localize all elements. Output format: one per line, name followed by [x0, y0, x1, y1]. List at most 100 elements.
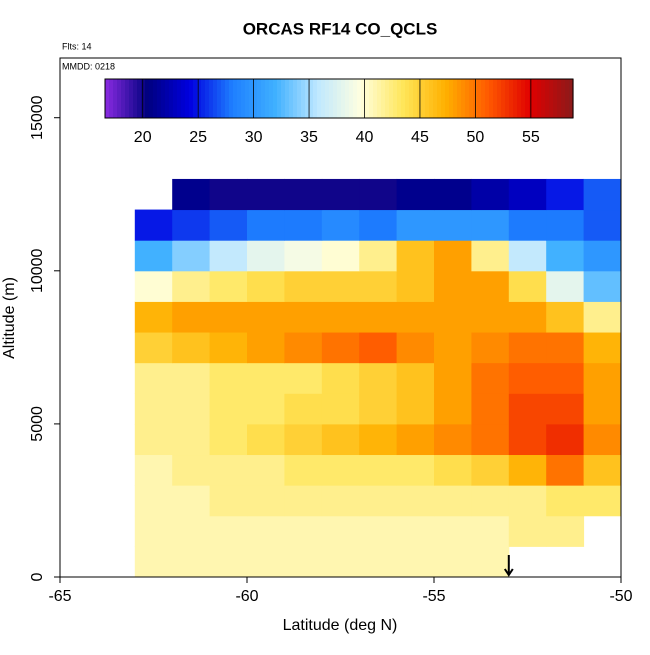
x-tick-label: -55 [422, 588, 445, 605]
colorbar-swatch [325, 79, 330, 118]
heat-cell [247, 178, 285, 211]
colorbar-swatch [449, 79, 454, 118]
heat-cell [209, 209, 248, 241]
heat-cell [321, 178, 360, 211]
colorbar-swatch [393, 79, 398, 118]
heat-cell [209, 423, 248, 456]
x-axis-label: Latitude (deg N) [283, 617, 398, 634]
heat-cell [321, 454, 360, 486]
colorbar-swatch [361, 79, 366, 118]
colorbar-swatch [405, 79, 410, 118]
colorbar-swatch [157, 79, 162, 118]
heat-cell [134, 240, 173, 272]
annotation: Flts: 14 [62, 41, 92, 51]
colorbar-swatch [105, 79, 110, 118]
colorbar-swatch [229, 79, 234, 118]
colorbar-swatch [277, 79, 282, 118]
heat-cell [134, 423, 173, 456]
heat-cell [546, 270, 585, 302]
colorbar-swatch [237, 79, 242, 118]
colorbar-swatch [521, 79, 526, 118]
heat-cell [546, 362, 585, 394]
colorbar-swatch [525, 79, 530, 118]
x-tick-label: -50 [609, 588, 632, 605]
colorbar-swatch [445, 79, 450, 118]
colorbar-swatch [477, 79, 482, 118]
colorbar-swatch [213, 79, 218, 118]
colorbar-swatch [553, 79, 558, 118]
colorbar-swatch [433, 79, 438, 118]
heat-cell [583, 209, 622, 241]
colorbar-swatch [529, 79, 534, 118]
heat-cell [209, 270, 248, 302]
heat-cell [583, 270, 622, 302]
heat-cell [209, 485, 248, 517]
heat-cell [321, 546, 360, 578]
heat-cell [134, 332, 173, 364]
heat-cell [471, 546, 510, 578]
colorbar-swatch [201, 79, 206, 118]
heat-cell [209, 240, 248, 272]
heat-cell [284, 362, 323, 394]
heat-cell [434, 301, 472, 333]
heat-cell [321, 209, 360, 241]
colorbar-swatch [313, 79, 318, 118]
heat-cell [247, 454, 285, 486]
heat-cell [471, 393, 510, 425]
heat-cell [359, 209, 398, 241]
colorbar-swatch [425, 79, 430, 118]
heat-cell [359, 423, 398, 456]
y-tick-label: 10000 [29, 248, 46, 293]
colorbar-swatch [533, 79, 538, 118]
heat-cell [172, 393, 211, 425]
colorbar-swatch [545, 79, 550, 118]
heat-cell [583, 423, 622, 456]
heat-cell [134, 209, 173, 241]
colorbar-swatch [173, 79, 178, 118]
heat-cell [284, 485, 323, 517]
heat-cell [247, 393, 285, 425]
heat-cell [172, 515, 211, 547]
heat-cell [396, 515, 435, 547]
heat-cell [172, 301, 211, 333]
colorbar-swatch [317, 79, 322, 118]
heat-cell [508, 454, 547, 486]
heat-cell [209, 362, 248, 394]
heat-cell [583, 301, 622, 333]
heat-cell [247, 240, 285, 272]
colorbar-swatch [117, 79, 122, 118]
colorbar-swatch [289, 79, 294, 118]
heat-cell [434, 454, 472, 486]
heat-cell [471, 362, 510, 394]
colorbar-swatch [121, 79, 126, 118]
colorbar-swatch [493, 79, 498, 118]
colorbar-swatch [233, 79, 238, 118]
colorbar-swatch [341, 79, 346, 118]
heat-cell [247, 546, 285, 578]
heat-cell [172, 485, 211, 517]
colorbar-swatch [297, 79, 302, 118]
heat-cell [508, 270, 547, 302]
heat-cell [396, 178, 435, 211]
heat-cell [434, 393, 472, 425]
heat-cell [359, 454, 398, 486]
heat-cell [508, 209, 547, 241]
heat-cell [583, 240, 622, 272]
heat-cell [396, 546, 435, 578]
arrow [503, 555, 514, 577]
heat-cell [583, 485, 622, 517]
colorbar-swatch [141, 79, 146, 118]
heat-cell [247, 270, 285, 302]
colorbar-swatch [189, 79, 194, 118]
heat-cell [247, 423, 285, 456]
heat-cell [209, 546, 248, 578]
colorbar-swatch [265, 79, 270, 118]
colorbar-swatch [129, 79, 134, 118]
colorbar-swatch [501, 79, 506, 118]
heat-cell [546, 332, 585, 364]
heat-cell [321, 301, 360, 333]
colorbar-swatch [285, 79, 290, 118]
heat-cell [396, 362, 435, 394]
heat-cell [434, 515, 472, 547]
